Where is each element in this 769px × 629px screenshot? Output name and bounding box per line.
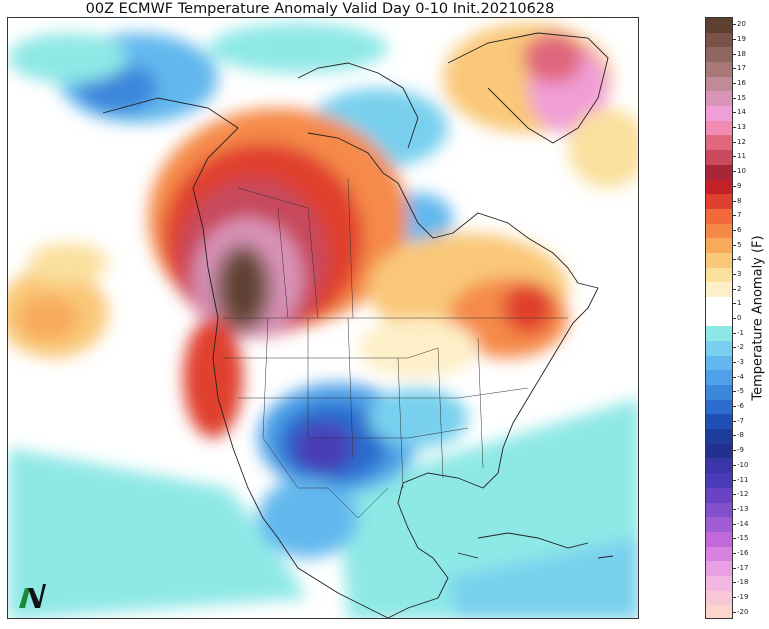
colorbar-swatch — [706, 473, 732, 489]
colorbar-swatch — [706, 531, 732, 548]
colorbar-swatch — [706, 135, 732, 151]
colorbar-tick-label: 10 — [733, 167, 746, 175]
colorbar — [705, 17, 733, 619]
colorbar-swatch — [706, 32, 732, 48]
colorbar-tick-label: -9 — [733, 446, 744, 454]
colorbar-tick-label: 18 — [733, 50, 746, 58]
colorbar-swatch — [706, 370, 732, 386]
colorbar-tick-label: 9 — [733, 182, 741, 190]
colorbar-swatch — [706, 458, 732, 474]
colorbar-swatch — [706, 385, 732, 401]
colorbar-tick-label: 8 — [733, 197, 741, 205]
colorbar-tick-label: 3 — [733, 270, 741, 278]
colorbar-swatch — [706, 399, 732, 415]
colorbar-swatch — [706, 443, 732, 459]
colorbar-swatch — [706, 561, 732, 577]
colorbar-swatch — [706, 76, 732, 92]
map-title: 00Z ECMWF Temperature Anomaly Valid Day … — [85, 1, 555, 17]
colorbar-swatch — [706, 575, 732, 592]
colorbar-swatch — [706, 296, 732, 313]
colorbar-swatch — [706, 429, 732, 445]
colorbar-tick-label: -5 — [733, 387, 744, 395]
colorbar-tick-label: -8 — [733, 431, 744, 439]
colorbar-label: Temperature Anomaly (F) — [750, 235, 766, 401]
colorbar-tick-label: 0 — [733, 314, 741, 322]
colorbar-swatch — [706, 341, 732, 357]
colorbar-swatch — [706, 106, 732, 122]
colorbar-swatch — [706, 605, 732, 618]
coastlines — [102, 32, 614, 618]
colorbar-swatch — [706, 252, 732, 269]
colorbar-swatch — [706, 150, 732, 166]
colorbar-tick-label: -19 — [733, 593, 748, 601]
colorbar-tick-label: 15 — [733, 94, 746, 102]
colorbar-tick-label: 4 — [733, 255, 741, 263]
map-canvas — [8, 18, 638, 618]
colorbar-swatch — [706, 487, 732, 504]
colorbar-tick-label: 13 — [733, 123, 746, 131]
colorbar-tick-label: 2 — [733, 285, 741, 293]
colorbar-tick-label: -16 — [733, 549, 748, 557]
colorbar-swatch — [706, 194, 732, 210]
colorbar-tick-label: -11 — [733, 476, 748, 484]
colorbar-tick-label: 17 — [733, 64, 746, 72]
political-borders — [223, 177, 568, 519]
colorbar-swatch — [706, 62, 732, 78]
colorbar-swatch — [706, 590, 732, 606]
colorbar-swatch — [706, 355, 732, 371]
colorbar-tick-label: 19 — [733, 35, 746, 43]
colorbar-tick-label: -12 — [733, 490, 748, 498]
logo-icon — [19, 584, 46, 608]
colorbar-swatch — [706, 414, 732, 430]
colorbar-swatch — [706, 517, 732, 533]
colorbar-swatch — [706, 18, 732, 34]
colorbar-swatch — [706, 502, 732, 518]
colorbar-tick-label: 11 — [733, 152, 746, 160]
colorbar-tick-label: -18 — [733, 578, 748, 586]
colorbar-swatch — [706, 223, 732, 239]
colorbar-tick-label: -14 — [733, 520, 748, 528]
colorbar-swatch — [706, 267, 732, 283]
colorbar-tick-label: 5 — [733, 241, 741, 249]
colorbar-swatch — [706, 164, 732, 180]
colorbar-tick-label: 16 — [733, 79, 746, 87]
colorbar-swatch — [706, 326, 732, 342]
colorbar-tick-label: -13 — [733, 505, 748, 513]
colorbar-tick-label: 6 — [733, 226, 741, 234]
colorbar-swatch — [706, 238, 732, 254]
colorbar-swatch — [706, 282, 732, 298]
colorbar-tick-label: -7 — [733, 417, 744, 425]
colorbar-swatch — [706, 208, 732, 225]
colorbar-tick-label: -17 — [733, 564, 748, 572]
colorbar-swatch — [706, 47, 732, 63]
colorbar-tick-label: 20 — [733, 20, 746, 28]
colorbar-tick-label: -4 — [733, 373, 744, 381]
anomaly-field — [8, 23, 638, 618]
colorbar-tick-label: -10 — [733, 461, 748, 469]
colorbar-tick-label: 1 — [733, 299, 741, 307]
colorbar-swatch — [706, 179, 732, 195]
colorbar-tick-label: -3 — [733, 358, 744, 366]
colorbar-tick-label: -20 — [733, 608, 748, 616]
colorbar-tick-label: -2 — [733, 343, 744, 351]
colorbar-tick-label: -1 — [733, 329, 744, 337]
colorbar-swatch — [706, 120, 732, 136]
colorbar-swatch — [706, 311, 732, 327]
colorbar-tick-label: 14 — [733, 108, 746, 116]
colorbar-tick-label: -15 — [733, 534, 748, 542]
colorbar-tick-label: 7 — [733, 211, 741, 219]
colorbar-swatch — [706, 91, 732, 107]
colorbar-swatch — [706, 546, 732, 562]
colorbar-tick-label: 12 — [733, 138, 746, 146]
temperature-anomaly-map — [7, 17, 639, 619]
colorbar-tick-label: -6 — [733, 402, 744, 410]
